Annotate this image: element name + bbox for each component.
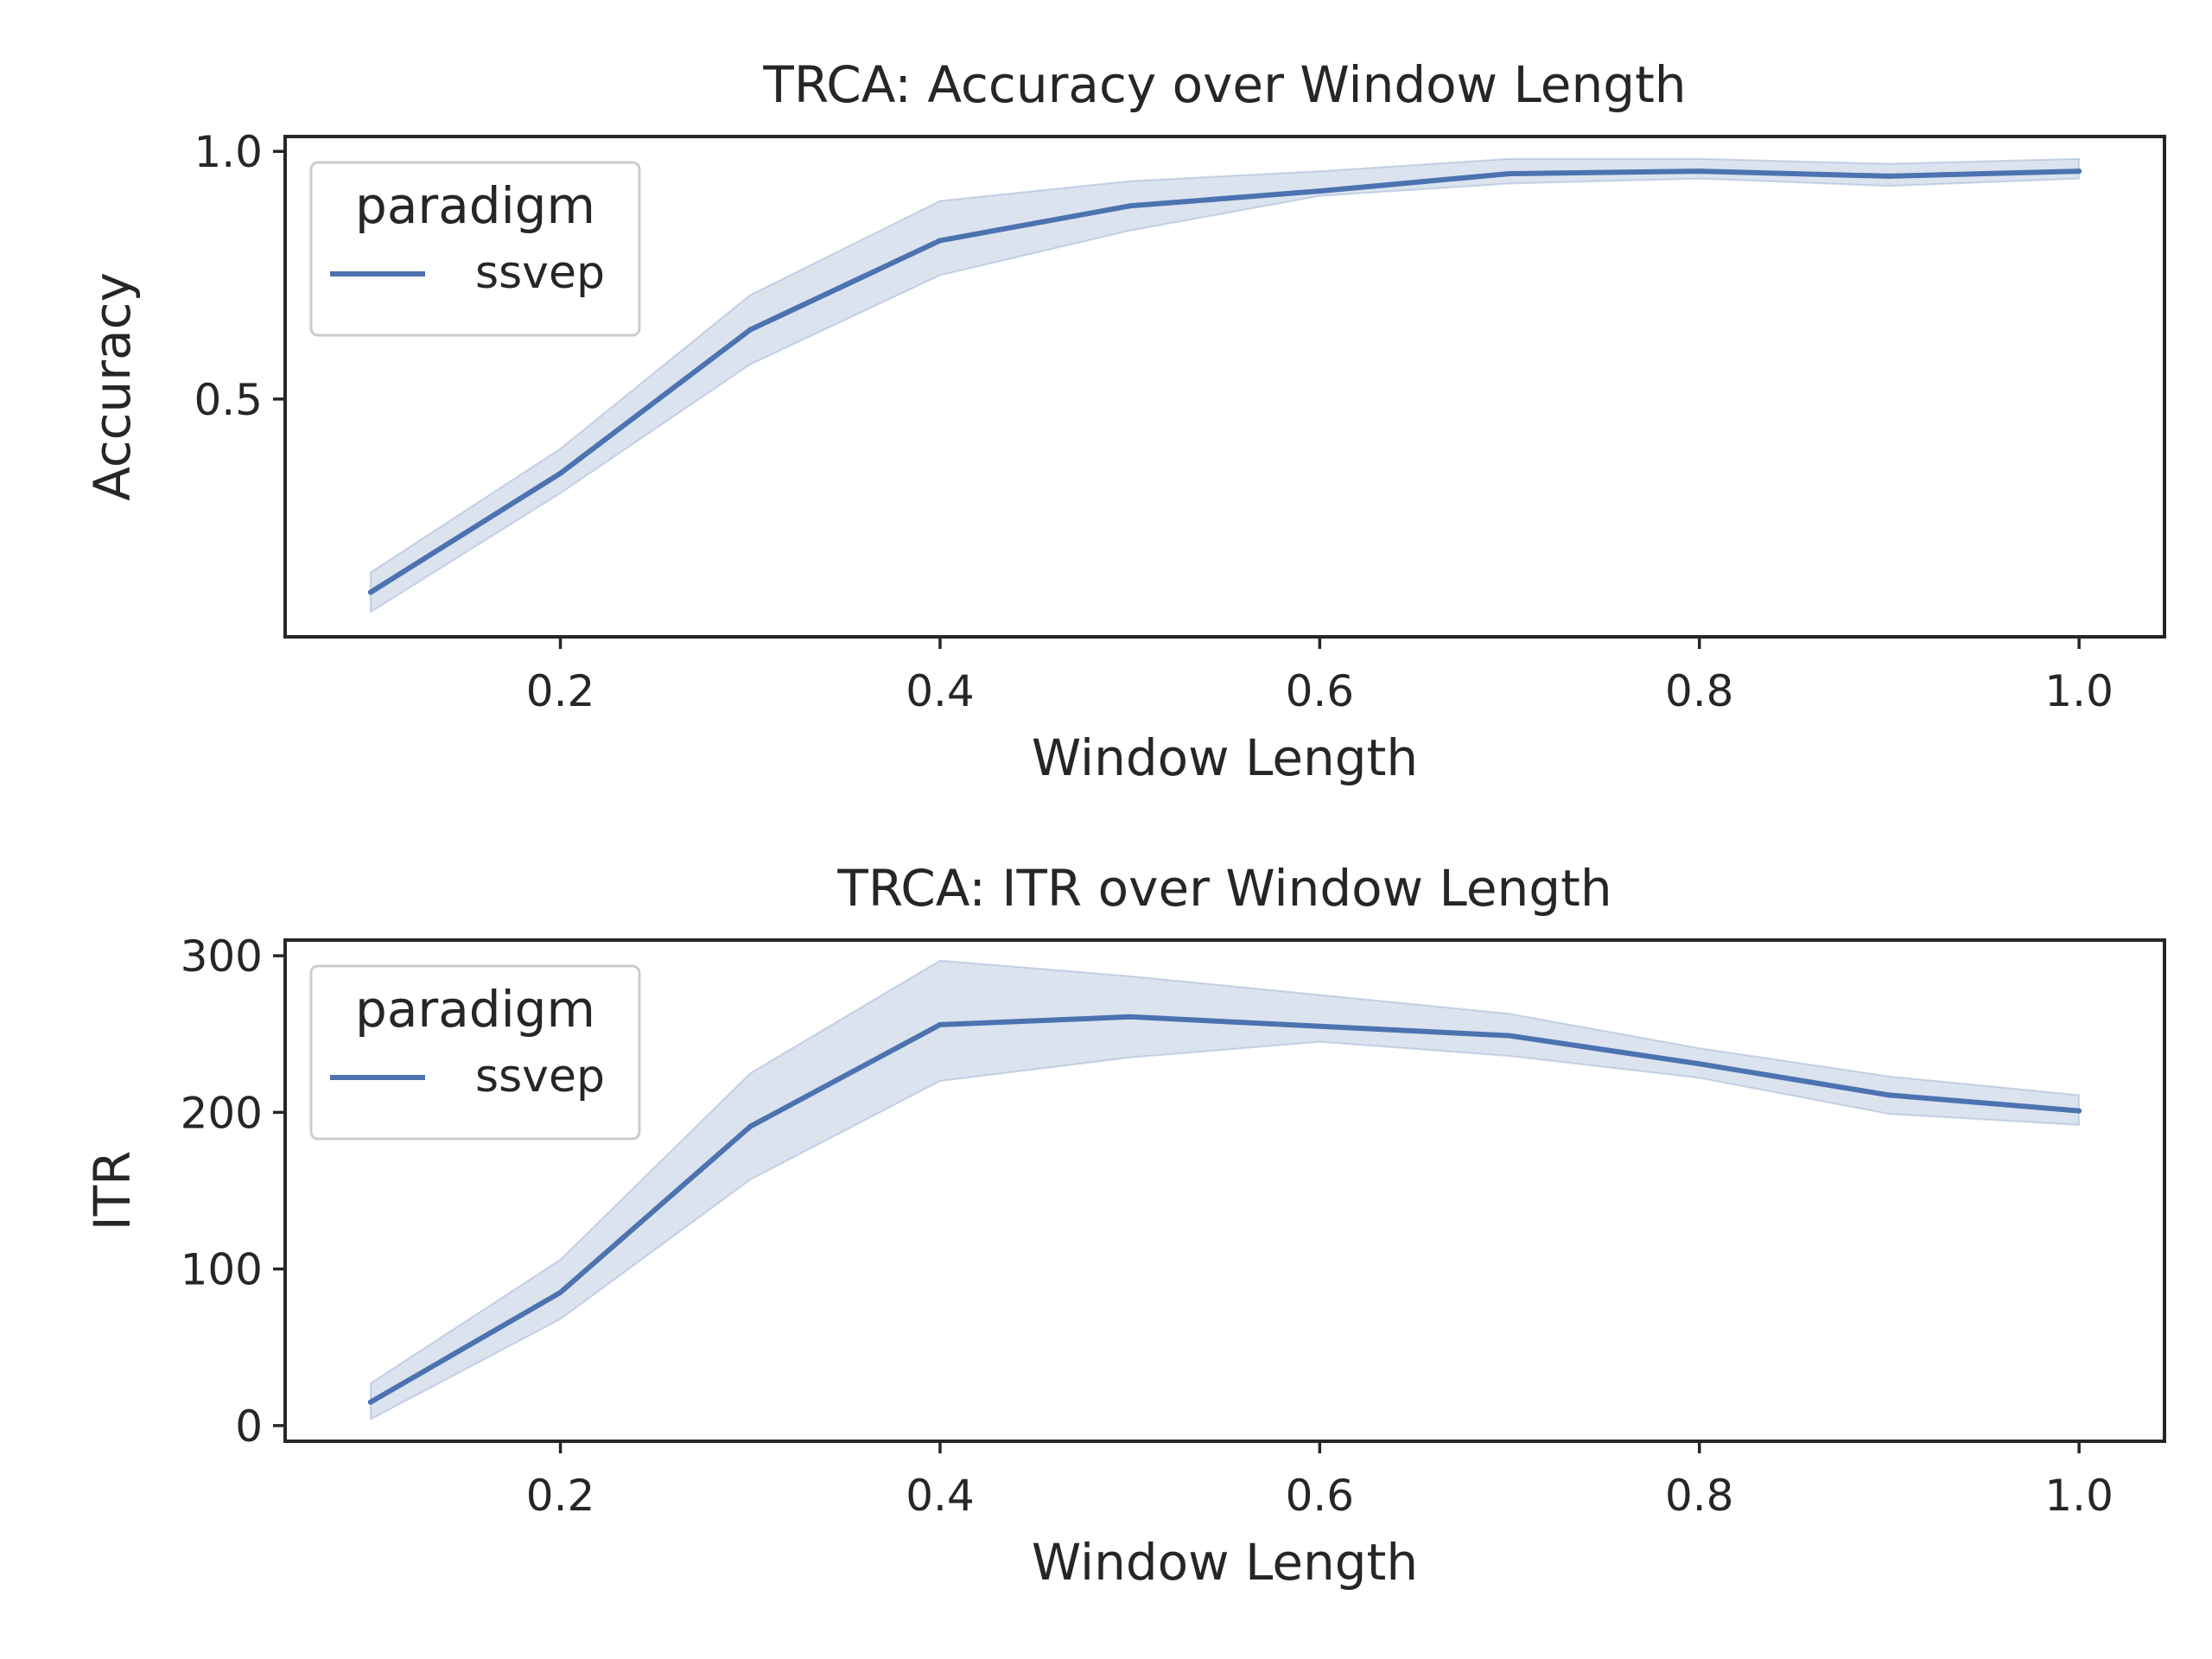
series-line-ssvep [367,168,2082,595]
data-point [1127,203,1133,209]
legend: paradigm ssvep [309,964,641,1141]
legend-entry-label: ssvep [475,1051,605,1103]
data-point [1886,173,1892,179]
data-point [367,589,373,595]
y-tick-label: 0.5 [194,375,263,425]
x-tick-label: 0.8 [1665,1471,1734,1521]
data-point [557,470,563,476]
legend-entry-label: ssvep [475,247,605,299]
x-tick-label: 0.2 [526,666,595,716]
data-point [747,327,753,333]
legend: paradigm ssvep [309,161,641,337]
y-axis-label: ITR [83,1151,142,1231]
x-tick-label: 0.4 [906,666,975,716]
chart-title: TRCA: Accuracy over Window Length [762,55,1686,114]
data-point [1127,1014,1133,1020]
plot-frame [283,135,2166,639]
x-tick-label: 0.4 [906,1471,975,1521]
data-point [367,1399,373,1405]
data-point [1886,1092,1892,1098]
y-axis-label: Accuracy [83,272,142,501]
x-axis-label: Window Length [1032,1533,1418,1592]
legend-title: paradigm [355,980,595,1039]
data-point [938,1021,943,1027]
accuracy-panel: TRCA: Accuracy over Window Length 0.2 0.4 0… [83,55,2166,787]
x-tick-label: 0.6 [1286,666,1355,716]
data-point [747,1123,753,1129]
chart-title: TRCA: ITR over Window Length [836,859,1611,918]
series-line-ssvep [367,1014,2082,1405]
plot-frame [283,938,2166,1443]
data-point [938,238,943,244]
data-point [1317,188,1323,194]
y-tick-label: 100 [181,1245,263,1295]
data-point [1696,168,1702,175]
legend-title: paradigm [355,176,595,235]
data-point [1317,1023,1323,1029]
x-axis-label: Window Length [1032,728,1418,787]
confidence-band-ssvep [369,157,2081,614]
confidence-band-ssvep [369,959,2081,1421]
x-tick-label: 1.0 [2044,666,2113,716]
data-point [2076,1108,2082,1114]
y-tick-label: 1.0 [194,127,263,177]
x-tick-label: 0.2 [526,1471,595,1521]
y-tick-label: 0 [235,1402,263,1452]
y-tick-label: 200 [181,1088,263,1138]
y-tick-label: 300 [181,931,263,982]
data-point [1696,1061,1702,1067]
x-tick-label: 1.0 [2044,1471,2113,1521]
itr-panel: TRCA: ITR over Window Length 0.2 0.4 0.6 0.8… [83,859,2166,1592]
data-point [1507,171,1512,176]
legend-box [309,964,641,1141]
data-point [2076,168,2082,175]
x-tick-label: 0.6 [1286,1471,1355,1521]
data-point [1507,1033,1512,1039]
x-tick-label: 0.8 [1665,666,1734,716]
legend-box [309,161,641,337]
data-point [557,1289,563,1295]
